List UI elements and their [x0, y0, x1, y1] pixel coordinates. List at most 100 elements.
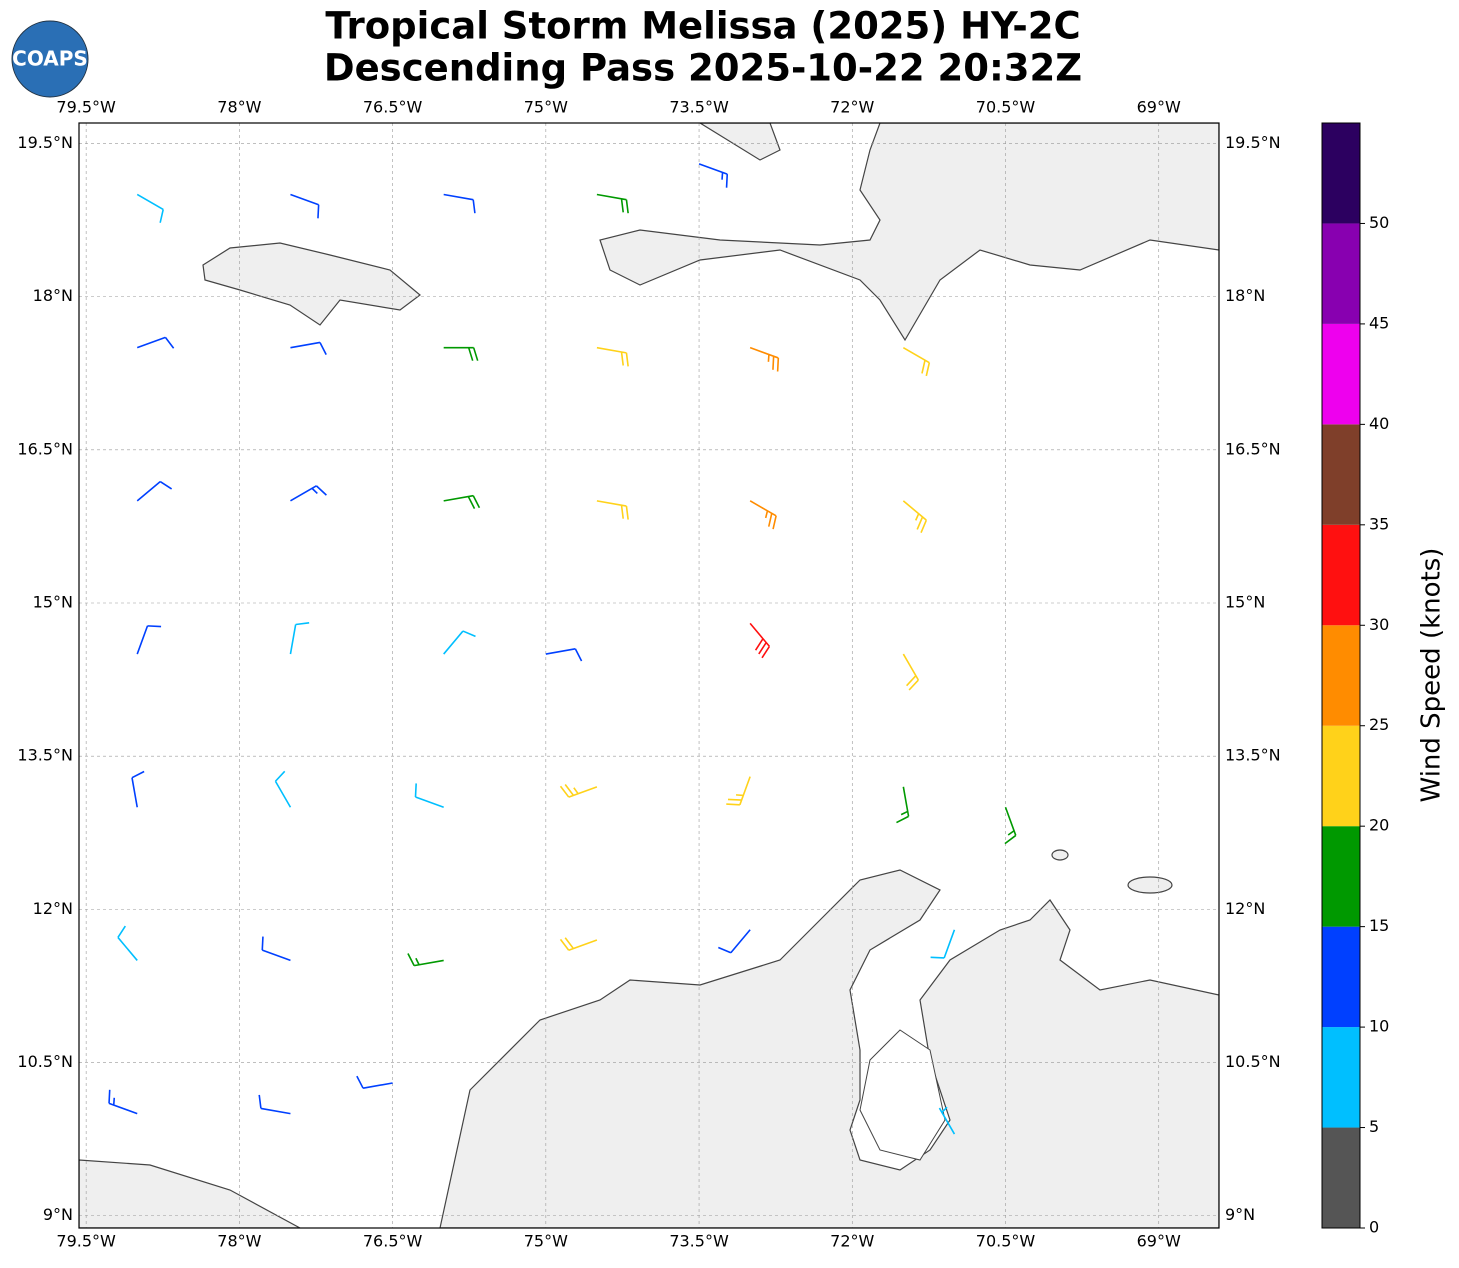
y-tick-label: 10.5°N — [17, 1052, 73, 1071]
wind-barb — [443, 630, 476, 655]
colorbar-tick-label: 40 — [1369, 414, 1389, 433]
wind-barb — [749, 500, 777, 530]
colorbar-tick-label: 25 — [1369, 715, 1389, 734]
wind-barb — [938, 1106, 956, 1135]
lake-maracaibo — [859, 1029, 946, 1161]
colorbar-frame — [1321, 122, 1361, 1229]
x-tick-label: 78°W — [217, 1232, 261, 1251]
wind-barb — [698, 163, 729, 188]
wind-barb — [443, 494, 481, 509]
colorbar-band — [1322, 524, 1360, 626]
wind-barb — [1004, 806, 1017, 845]
wind-barb — [261, 936, 291, 962]
x-tick-label: 76.5°W — [363, 1232, 423, 1251]
x-tick-label: 75°W — [524, 1232, 568, 1251]
x-tick-label: 75°W — [524, 98, 568, 117]
x-tick-label: 72°W — [830, 98, 874, 117]
cuba — [698, 123, 781, 161]
colorbar-tick-label: 5 — [1369, 1117, 1379, 1136]
wind-barb — [896, 786, 910, 824]
x-tick-label: 73.5°W — [669, 1232, 729, 1251]
y-tick-label: 13.5°N — [17, 746, 73, 765]
map-layer: 79.5°W 79.5°W 78°W 78°W 76.5°W 76.5°W 75°W 75°W… — [17, 98, 1446, 1251]
y-tick-label: 15°N — [1225, 592, 1265, 611]
y-tick-label: 19.5°N — [1225, 133, 1281, 152]
colorbar-band — [1322, 223, 1360, 324]
map-frame — [78, 122, 1220, 1229]
logo-globe — [11, 20, 89, 98]
wind-barb — [407, 953, 444, 967]
wind-barb — [136, 336, 175, 349]
x-tick-label: 69°W — [1137, 98, 1181, 117]
wind-barb — [596, 346, 629, 367]
colorbar-band — [1322, 725, 1360, 827]
wind-barb — [902, 346, 931, 377]
colorbar-label: Wind Speed (knots) — [1417, 548, 1447, 803]
y-tick-label: 16.5°N — [1225, 439, 1281, 458]
wind-barb — [290, 341, 327, 355]
x-tick-label: 73.5°W — [669, 98, 729, 117]
hispaniola — [599, 123, 1219, 342]
wind-barb — [131, 770, 145, 808]
wind-barb — [289, 622, 310, 655]
x-tick-label: 70.5°W — [976, 1232, 1036, 1251]
y-tick-label: 18°N — [1225, 286, 1265, 305]
colorbar-band — [1322, 123, 1360, 224]
wind-barb — [136, 193, 164, 223]
wind-barb — [902, 653, 920, 691]
colorbar-band — [1322, 1027, 1360, 1128]
wind-barb — [559, 937, 598, 952]
y-tick-label: 16.5°N — [17, 439, 73, 458]
colorbar-band — [1322, 424, 1360, 525]
wind-barb — [136, 480, 173, 502]
colorbar-band — [1322, 826, 1360, 927]
colorbar-tick-label: 20 — [1369, 816, 1389, 835]
wind-barb — [117, 925, 138, 961]
colorbar-tick-label: 10 — [1369, 1017, 1389, 1036]
wind-barb — [290, 193, 320, 219]
chart-subtitle: Descending Pass 2025-10-22 20:32Z — [324, 47, 1082, 90]
wind-barb — [749, 622, 771, 659]
colorbar-tick-label: 35 — [1369, 514, 1389, 533]
y-tick-label: 18°N — [33, 286, 73, 305]
wind-barb — [136, 625, 162, 655]
jamaica — [202, 242, 421, 326]
wind-barb — [596, 500, 629, 520]
x-tick-label: 70.5°W — [976, 98, 1036, 117]
y-tick-label: 10.5°N — [1225, 1052, 1281, 1071]
colorbar-tick-label: 50 — [1369, 213, 1389, 232]
wind-barb — [356, 1075, 393, 1089]
barbs — [108, 163, 1017, 1135]
central-america — [79, 1159, 301, 1228]
y-tick-label: 12°N — [33, 899, 73, 918]
island — [1127, 876, 1173, 894]
colorbar-tick-label: 15 — [1369, 916, 1389, 935]
y-tick-label: 13.5°N — [1225, 746, 1281, 765]
wind-barb — [274, 770, 292, 808]
wind-barb — [596, 193, 629, 214]
x-tick-label: 72°W — [830, 1232, 874, 1251]
wind-barb — [443, 346, 479, 361]
x-tick-label: 79.5°W — [56, 98, 116, 117]
y-tick-label: 19.5°N — [17, 133, 73, 152]
y-tick-label: 9°N — [1225, 1205, 1255, 1224]
colorbar-band — [1322, 625, 1360, 726]
colorbar-band — [1322, 1127, 1360, 1228]
x-tick-label: 69°W — [1137, 1232, 1181, 1251]
wind-barb — [749, 346, 780, 372]
wind-barb — [559, 784, 598, 798]
x-tick-label: 79.5°W — [56, 1232, 116, 1251]
wind-barb — [290, 485, 327, 502]
island — [1051, 849, 1069, 861]
wind-barb — [258, 1094, 291, 1115]
wind-barb — [902, 500, 928, 533]
basemap — [79, 123, 1219, 1228]
x-tick-label: 76.5°W — [363, 98, 423, 117]
colorbar-tick-label: 30 — [1369, 615, 1389, 634]
chart-title: Tropical Storm Melissa (2025) HY-2C — [325, 5, 1080, 48]
y-tick-label: 9°N — [43, 1205, 73, 1224]
wind-barb — [443, 193, 476, 214]
colorbar-band — [1322, 323, 1360, 425]
colorbar-band — [1322, 926, 1360, 1028]
